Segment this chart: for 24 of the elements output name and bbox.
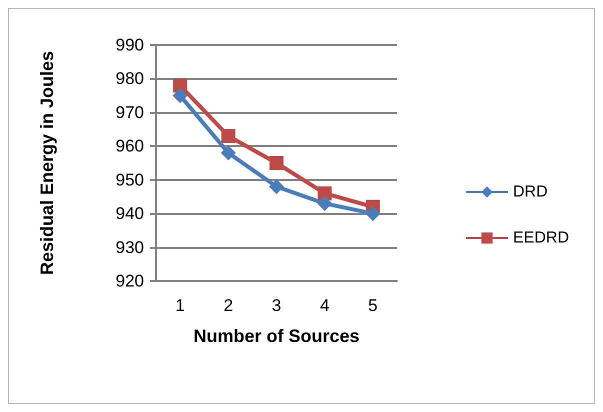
point [270, 156, 284, 170]
y-tick-label: 970 [116, 102, 144, 122]
y-tick-label: 940 [116, 204, 144, 224]
point [172, 88, 188, 104]
x-axis-title: Number of Sources [193, 326, 360, 346]
point [365, 206, 380, 222]
point [317, 196, 332, 211]
y-tick-label: 980 [116, 69, 144, 88]
point [269, 179, 284, 194]
x-tick-label: 3 [272, 296, 282, 315]
y-tick-label: 960 [116, 136, 144, 156]
legend-label: DRD [512, 184, 548, 200]
point [220, 145, 236, 160]
y-tick-label: 920 [116, 272, 144, 290]
x-tick-label: 4 [320, 296, 330, 315]
x-tick-label: 1 [175, 296, 185, 315]
x-tick-label: 2 [224, 296, 234, 315]
y-tick-label: 930 [116, 238, 144, 257]
y-tick-label: 990 [116, 36, 144, 54]
legend-label: EEDRD [512, 230, 570, 246]
point [221, 129, 236, 144]
y-axis-title: Residual Energy in Joules [37, 50, 57, 276]
x-tick-label: 5 [368, 296, 378, 315]
y-tick-label: 950 [116, 170, 144, 190]
